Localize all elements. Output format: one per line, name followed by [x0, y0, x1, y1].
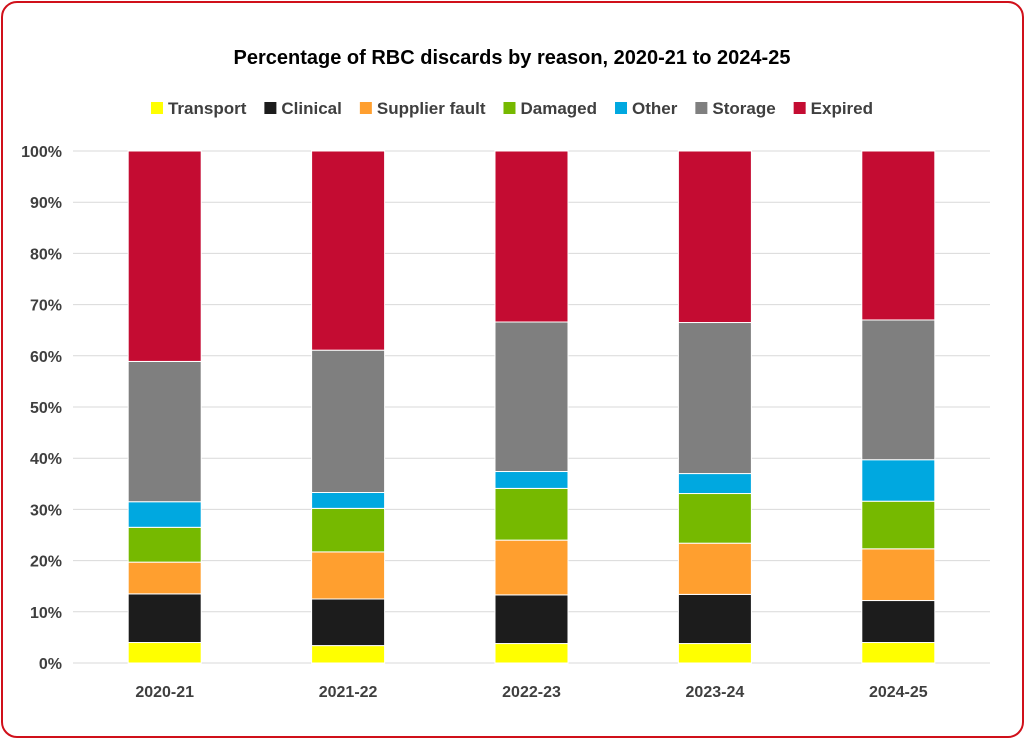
y-tick-label: 10% [30, 605, 62, 622]
chart-title: Percentage of RBC discards by reason, 20… [234, 47, 791, 69]
y-tick-label: 70% [30, 298, 62, 315]
x-tick-label: 2023-24 [686, 684, 745, 701]
bar-damaged-2021-22 [311, 507, 386, 553]
legend-swatch [264, 102, 277, 114]
y-tick-label: 40% [30, 451, 62, 468]
y-tick-label: 50% [30, 400, 62, 417]
bar-transport-2023-24 [677, 643, 752, 664]
bar-other-2022-23 [494, 471, 569, 489]
legend: Transport Clinical Supplier fault Damaged Ot… [150, 99, 873, 118]
legend-swatch [150, 102, 163, 114]
legend-label: Damaged [520, 99, 597, 118]
legend-label: Other [632, 99, 678, 118]
legend-label: Transport [168, 99, 247, 118]
y-tick-label: 90% [30, 195, 62, 212]
legend-swatch [793, 102, 806, 114]
bar-storage-2021-22 [311, 349, 386, 494]
y-tick-label: 80% [30, 246, 62, 263]
bar-storage-2024-25 [861, 319, 936, 461]
bar-supplier-fault-2024-25 [861, 548, 936, 602]
bar-clinical-2023-24 [677, 593, 752, 645]
legend-item-clinical: Clinical [264, 99, 342, 118]
y-tick-label: 20% [30, 554, 62, 571]
x-tick-label: 2022-23 [502, 684, 561, 701]
x-tick-label: 2021-22 [319, 684, 378, 701]
legend-label: Clinical [281, 99, 341, 118]
legend-item-supplier-fault: Supplier fault [359, 99, 486, 118]
bar-expired-2021-22 [311, 150, 386, 351]
bar-transport-2022-23 [494, 643, 569, 664]
bars [127, 150, 936, 664]
y-tick-label: 0% [39, 656, 62, 673]
bar-clinical-2022-23 [494, 594, 569, 645]
bar-storage-2020-21 [127, 360, 202, 503]
bar-other-2023-24 [677, 473, 752, 495]
legend-swatch [503, 102, 516, 114]
bar-expired-2020-21 [127, 150, 202, 362]
legend-swatch [615, 102, 628, 114]
bar-expired-2024-25 [861, 150, 936, 321]
legend-item-damaged: Damaged [503, 99, 597, 118]
bar-transport-2024-25 [861, 642, 936, 664]
bar-clinical-2020-21 [127, 593, 202, 644]
bar-damaged-2020-21 [127, 526, 202, 563]
legend-item-other: Other [615, 99, 678, 118]
bar-other-2021-22 [311, 492, 386, 509]
x-tick-label: 2020-21 [135, 684, 194, 701]
bar-supplier-fault-2021-22 [311, 551, 386, 600]
bar-storage-2023-24 [677, 322, 752, 475]
y-tick-label: 60% [30, 349, 62, 366]
bar-storage-2022-23 [494, 321, 569, 473]
x-axis-ticks: 2020-21 2021-22 2022-23 2023-24 2024-25 [135, 684, 927, 701]
x-tick-label: 2024-25 [869, 684, 928, 701]
y-tick-label: 30% [30, 502, 62, 519]
bar-transport-2020-21 [127, 642, 202, 664]
legend-item-transport: Transport [150, 99, 247, 118]
bar-other-2020-21 [127, 501, 202, 528]
legend-item-expired: Expired [793, 99, 873, 118]
legend-label: Supplier fault [377, 99, 486, 118]
legend-swatch [695, 102, 708, 114]
bar-damaged-2024-25 [861, 500, 936, 550]
legend-label: Storage [712, 99, 775, 118]
bar-damaged-2023-24 [677, 493, 752, 544]
bar-expired-2023-24 [677, 150, 752, 324]
y-tick-label: 100% [21, 144, 62, 161]
legend-label: Expired [811, 99, 873, 118]
bar-other-2024-25 [861, 459, 936, 502]
bar-clinical-2024-25 [861, 600, 936, 644]
bar-damaged-2022-23 [494, 487, 569, 541]
bar-supplier-fault-2023-24 [677, 542, 752, 595]
y-axis-ticks: 0% 10% 20% 30% 40% 50% 60% 70% 80% 90% 100% [21, 144, 62, 673]
bar-supplier-fault-2020-21 [127, 561, 202, 595]
bar-supplier-fault-2022-23 [494, 539, 569, 596]
bar-transport-2021-22 [311, 645, 386, 664]
bar-expired-2022-23 [494, 150, 569, 323]
legend-item-storage: Storage [695, 99, 776, 118]
legend-swatch [359, 102, 372, 114]
bar-clinical-2021-22 [311, 598, 386, 647]
